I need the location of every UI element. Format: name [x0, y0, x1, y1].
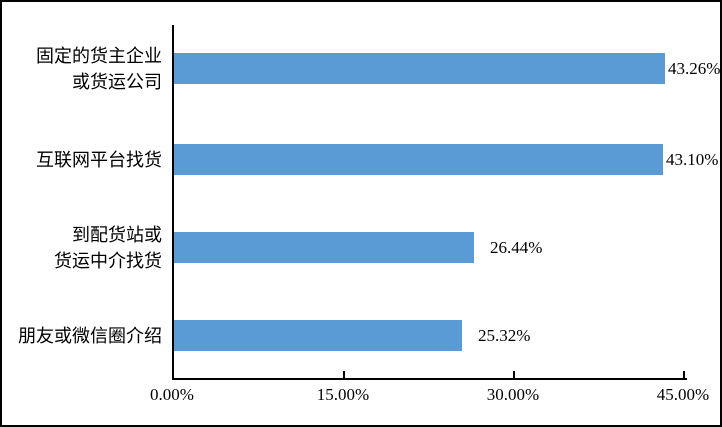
category-label: 朋友或微信圈介绍 [2, 306, 162, 366]
bar [174, 232, 474, 263]
category-label: 固定的货主企业 或货运公司 [2, 39, 162, 99]
x-tick-label: 0.00% [150, 385, 194, 404]
bar-row: 25.32% [174, 320, 720, 351]
x-tick-label: 30.00% [486, 385, 540, 404]
bar-row: 26.44% [174, 232, 720, 263]
x-tick-label: 45.00% [656, 385, 710, 404]
category-label: 互联网平台找货 [2, 130, 162, 190]
category-label-line: 到配货站或 [72, 225, 162, 245]
category-label-line: 固定的货主企业 [36, 46, 162, 66]
x-axis-tick-mark [683, 371, 685, 378]
y-axis-line [172, 25, 174, 380]
category-label-line: 朋友或微信圈介绍 [18, 326, 162, 346]
x-axis-tick-mark [513, 371, 515, 378]
category-label: 到配货站或 货运中介找货 [2, 218, 162, 278]
value-label: 26.44% [490, 237, 543, 257]
x-axis-tick-mark [343, 371, 345, 378]
bar [174, 320, 462, 351]
category-label-line: 或货运公司 [72, 72, 162, 92]
bar [174, 144, 663, 175]
x-tick-label: 15.00% [316, 385, 370, 404]
value-label: 25.32% [478, 325, 531, 345]
category-label-line: 货运中介找货 [54, 251, 162, 271]
value-label: 43.26% [668, 58, 721, 78]
value-label: 43.10% [666, 149, 719, 169]
x-axis-line [172, 378, 687, 380]
category-label-line: 互联网平台找货 [36, 150, 162, 170]
bar-row: 43.10% [174, 144, 720, 175]
bar-row: 43.26% [174, 53, 721, 84]
bar [174, 53, 665, 84]
